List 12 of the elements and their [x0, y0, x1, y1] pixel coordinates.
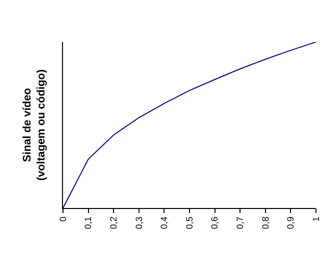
- x-tick-label: 0,1: [83, 216, 94, 230]
- y-axis-title: Sinal de vídeo (voltagem ou código): [21, 69, 48, 181]
- x-tick-label: 0,9: [286, 216, 296, 230]
- x-tick-label: 0,5: [184, 216, 194, 230]
- x-tick-label: 1: [310, 216, 321, 222]
- x-tick-label: 0,4: [159, 216, 170, 230]
- x-tick-label: 0,3: [134, 216, 144, 230]
- x-tick-label: 0,6: [210, 216, 220, 230]
- x-tick-label: 0,2: [108, 216, 119, 230]
- x-tick-label: 0,7: [235, 216, 246, 230]
- x-tick-label: 0: [58, 216, 68, 222]
- x-tick-label: 0,8: [260, 216, 270, 230]
